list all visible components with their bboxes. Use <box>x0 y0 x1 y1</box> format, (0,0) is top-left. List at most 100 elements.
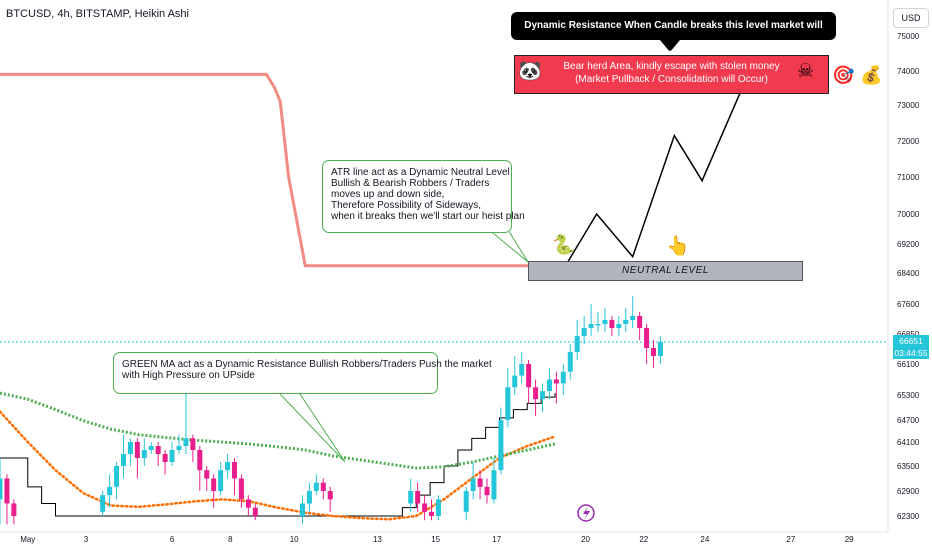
candle-body <box>435 499 441 516</box>
candle-body <box>306 491 312 504</box>
candle-body <box>657 341 663 356</box>
candle-body <box>533 387 539 400</box>
candle-body <box>134 442 140 458</box>
candle-body <box>581 328 587 336</box>
money-bag-icon: 💰 <box>860 65 883 86</box>
candle-body <box>238 478 244 500</box>
x-tick-label: 6 <box>170 535 175 544</box>
candle-body <box>567 352 573 372</box>
candle-body <box>245 499 251 508</box>
candle-body <box>602 320 608 324</box>
x-tick-label: 22 <box>639 535 648 544</box>
candle-body <box>560 371 566 384</box>
candle-body <box>0 478 3 500</box>
y-tick-label: 68400 <box>897 269 920 278</box>
candle-body <box>169 450 175 462</box>
candle-body <box>630 316 636 320</box>
pointing-up-hand-icon: 👆 <box>666 235 690 257</box>
bear-area-line2: (Market Pullback / Consolidation will Oc… <box>575 74 768 85</box>
candle-body <box>204 470 210 479</box>
countdown-tag: 03:44:55 <box>893 347 929 359</box>
candle-body <box>197 450 203 471</box>
candle-body <box>637 316 643 328</box>
candle-body <box>484 486 490 496</box>
candle-body <box>498 420 504 471</box>
snake-icon: 🐍 <box>552 234 576 256</box>
y-tick-label: 63500 <box>897 462 920 471</box>
ma-note-line: GREEN MA act as a Dynamic Resistance Bul… <box>122 359 492 370</box>
candle-body <box>422 503 428 512</box>
candle-body <box>588 324 594 328</box>
y-tick-label: 62300 <box>897 512 920 521</box>
y-tick-label: 62900 <box>897 487 920 496</box>
candle-body <box>526 364 532 388</box>
candle-body <box>505 387 511 420</box>
candle-body <box>127 442 133 454</box>
neutral-level-box: NEUTRAL LEVEL <box>528 261 803 281</box>
candle-body <box>512 375 518 388</box>
y-tick-label: 66850 <box>897 330 920 339</box>
y-tick-label: 73000 <box>897 101 920 110</box>
candle-body <box>100 495 106 512</box>
candle-body <box>162 454 168 462</box>
resistance-callout-pointer <box>660 40 680 52</box>
x-tick-label: 3 <box>84 535 89 544</box>
currency-selector[interactable]: USD <box>893 8 929 28</box>
candle-body <box>553 379 559 384</box>
candle-body <box>155 446 161 454</box>
atr-note-line: moves up and down side, <box>331 189 445 200</box>
candle-body <box>176 446 182 450</box>
candle-body <box>107 486 113 496</box>
candle-body <box>408 491 414 504</box>
target-icon: 🎯 <box>832 65 855 86</box>
ma-note-line: with High Pressure on UPside <box>122 370 255 381</box>
lightning-icon <box>577 504 595 522</box>
trailing-stop-line <box>0 393 556 517</box>
candle-body <box>546 379 552 392</box>
bear-area-line1: Bear herd Area, kindly escape with stole… <box>563 61 780 72</box>
candle-body <box>4 478 10 504</box>
x-tick-label: May <box>20 535 35 544</box>
y-tick-label: 66100 <box>897 360 920 369</box>
y-tick-label: 67600 <box>897 300 920 309</box>
candle-body <box>231 462 237 479</box>
atr-note-line: Bullish & Bearish Robbers / Traders <box>331 178 490 189</box>
candle-body <box>183 438 189 446</box>
green-ma-line <box>0 391 556 470</box>
y-tick-label: 70000 <box>897 210 920 219</box>
candle-body <box>519 364 525 376</box>
resistance-callout: Dynamic Resistance When Candle breaks th… <box>511 12 836 59</box>
y-tick-label: 72000 <box>897 137 920 146</box>
x-tick-label: 13 <box>373 535 382 544</box>
candle-body <box>252 507 258 516</box>
x-tick-label: 24 <box>700 535 709 544</box>
atr-note: ATR line act as a Dynamic Neutral Level … <box>322 160 525 233</box>
price-axis-panel <box>888 0 932 550</box>
candle-body <box>609 320 615 328</box>
candle-body <box>595 324 601 326</box>
candle-body <box>120 454 126 466</box>
candle-body <box>218 470 224 491</box>
candle-body <box>327 491 333 500</box>
x-tick-label: 29 <box>845 535 854 544</box>
candle-body <box>616 324 622 328</box>
ma-note-pointer <box>278 393 346 463</box>
y-tick-label: 71000 <box>897 173 920 182</box>
candle-body <box>313 482 319 491</box>
x-tick-label: 10 <box>290 535 299 544</box>
candle-body <box>11 503 17 516</box>
candle-body <box>114 466 120 487</box>
candle-body <box>141 450 147 458</box>
y-tick-label: 65300 <box>897 391 920 400</box>
x-tick-label: 15 <box>431 535 440 544</box>
panda-face-icon: 🐼 <box>518 60 542 82</box>
candle-body <box>299 503 305 516</box>
symbol-header[interactable]: BTCUSD, 4h, BITSTAMP, Heikin Ashi <box>6 8 189 20</box>
x-tick-label: 27 <box>786 535 795 544</box>
candle-body <box>225 462 231 471</box>
candle-body <box>429 511 435 516</box>
skull-crossbones-icon: ☠ <box>797 60 815 82</box>
x-tick-label: 17 <box>492 535 501 544</box>
candle-body <box>574 336 580 352</box>
